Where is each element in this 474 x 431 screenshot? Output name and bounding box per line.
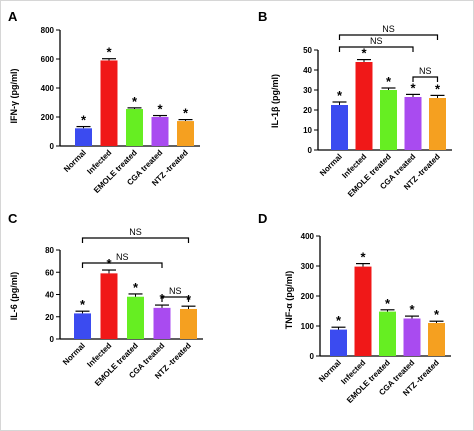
y-tick-label: 10 (303, 126, 312, 135)
significance-star: * (410, 80, 416, 95)
y-tick-label: 40 (303, 66, 312, 75)
bar-cga-treated (151, 117, 169, 146)
y-tick-label: 80 (45, 246, 54, 255)
bar-emole-treated (379, 311, 396, 356)
y-tick-label: 300 (301, 262, 315, 271)
y-tick-label: 0 (50, 142, 55, 151)
y-tick-label: 800 (41, 26, 55, 35)
panel-letter: A (8, 9, 18, 24)
y-axis-label: IFN-γ (pg/ml) (9, 69, 19, 124)
x-tick-label: EMOLE treated (345, 358, 392, 405)
significance-star: * (132, 94, 138, 109)
significance-star: * (434, 307, 440, 322)
x-tick-label: Normal (61, 341, 87, 367)
y-tick-label: 200 (41, 113, 55, 122)
bar-infected (354, 266, 372, 356)
bar-cga-treated (404, 97, 422, 150)
significance-star: * (337, 88, 343, 103)
y-tick-label: 60 (45, 268, 54, 277)
panel-letter: B (258, 9, 267, 24)
y-tick-label: 20 (45, 313, 54, 322)
significance-star: * (435, 81, 441, 96)
y-tick-label: 50 (303, 46, 312, 55)
bar-normal (75, 128, 92, 146)
bar-normal (331, 105, 348, 150)
y-axis-label: TNF-α (pg/ml) (284, 271, 294, 330)
y-tick-label: 0 (308, 146, 313, 155)
bar-emole-treated (127, 296, 144, 339)
bracket-label: NS (370, 36, 383, 46)
significance-star: * (106, 45, 112, 60)
bracket-label: NS (169, 286, 182, 296)
y-axis-label: IL-6 (pg/ml) (9, 272, 19, 321)
x-tick-label: EMOLE treated (346, 152, 393, 199)
bracket-label: NS (116, 252, 129, 262)
y-tick-label: 400 (41, 84, 55, 93)
bar-ntz-treated (180, 308, 197, 339)
significance-star: * (81, 113, 87, 128)
bar-infected (355, 62, 373, 150)
bar-infected (100, 273, 118, 339)
bar-infected (100, 60, 118, 147)
significance-bracket (81, 262, 163, 268)
y-tick-label: 200 (301, 292, 315, 301)
panel-d: D TNF-α (pg/ml) 0100200300400*Normal*Inf… (258, 211, 451, 405)
panel-b: B IL-1β (pg/ml) 01020304050*Normal*Infec… (258, 9, 452, 199)
significance-bracket (412, 76, 439, 82)
bar-ntz-treated (177, 121, 194, 146)
bar-cga-treated (403, 318, 421, 356)
significance-bracket (338, 46, 414, 52)
significance-star: * (361, 46, 367, 61)
significance-star: * (157, 102, 163, 117)
significance-star: * (80, 297, 86, 312)
y-axis-label: IL-1β (pg/ml) (270, 74, 280, 128)
significance-star: * (133, 280, 139, 295)
bar-cga-treated (153, 307, 171, 339)
bar-ntz-treated (429, 98, 446, 150)
bracket-label: NS (419, 66, 432, 76)
bar-ntz-treated (428, 323, 445, 356)
significance-bracket (81, 237, 190, 243)
y-tick-label: 20 (303, 106, 312, 115)
significance-bracket (161, 296, 190, 302)
bar-normal (330, 329, 347, 356)
y-tick-label: 0 (50, 335, 55, 344)
bracket-label: NS (129, 227, 142, 237)
significance-star: * (360, 250, 366, 265)
bar-emole-treated (126, 109, 143, 146)
panel-c: C IL-6 (pg/ml) 020406080*Normal*Infected… (8, 211, 203, 388)
significance-bracket (338, 34, 439, 40)
y-tick-label: 40 (45, 291, 54, 300)
y-tick-label: 30 (303, 86, 312, 95)
y-tick-label: 100 (301, 322, 315, 331)
significance-star: * (409, 302, 415, 317)
significance-star: * (183, 106, 189, 121)
significance-star: * (386, 74, 392, 89)
significance-star: * (336, 313, 342, 328)
panel-letter: D (258, 211, 267, 226)
x-tick-label: Normal (62, 148, 88, 174)
bar-normal (74, 313, 91, 339)
y-tick-label: 0 (310, 352, 315, 361)
panel-letter: C (8, 211, 18, 226)
bar-emole-treated (380, 90, 397, 150)
bracket-label: NS (382, 24, 395, 34)
significance-star: * (385, 296, 391, 311)
y-tick-label: 400 (301, 232, 315, 241)
panel-a: A IFN-γ (pg/ml) 0200400600800*Normal*Inf… (8, 9, 200, 195)
y-tick-label: 600 (41, 55, 55, 64)
